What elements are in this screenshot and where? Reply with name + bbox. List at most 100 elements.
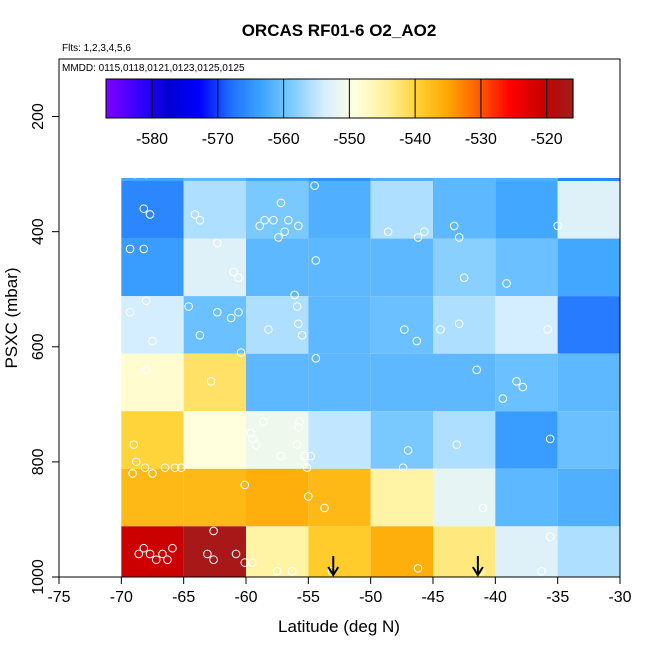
colorbar-segment [369,79,372,118]
colorbar-segment [116,79,120,118]
data-point [236,348,246,357]
x-tick-label: -55 [297,589,320,606]
colorbar-segment [133,79,137,118]
heatmap-cell [246,296,309,354]
data-point [229,267,238,277]
data-point [163,555,172,565]
data-point [545,434,555,444]
data-point [297,330,307,340]
colorbar-segment [224,79,228,118]
colorbar-segment [405,79,409,118]
colorbar-segment [452,79,455,118]
colorbar-segment [305,79,309,118]
x-tick-label: -70 [110,589,133,606]
data-point [311,353,321,363]
colorbar-segment [256,79,260,118]
data-point [502,279,511,288]
heatmap-cell [246,411,309,469]
colorbar-segment [358,79,362,118]
colorbar-segment [233,79,237,118]
colorbar-segment [560,79,563,118]
colorbar-segment [152,79,156,118]
colorbar-segment [377,79,381,118]
colorbar-segment [379,79,383,118]
colorbar-segment [186,79,190,118]
colorbar-segment [428,79,432,118]
data-point [436,325,445,334]
colorbar-segment [517,79,521,118]
colorbar-segment [260,79,264,118]
data-point [134,549,144,559]
data-point [213,238,222,248]
colorbar-segment [314,79,317,118]
colorbar-tick-label: -580 [136,131,168,148]
data-point [478,503,488,513]
x-tick-label: -40 [484,589,507,606]
data-point [130,169,140,179]
colorbar-segment [494,79,498,118]
colorbar-segment [390,79,394,118]
x-axis-label: Latitude (deg N) [278,617,400,636]
colorbar-segment [120,79,124,118]
data-point [302,463,312,472]
colorbar-tick-label: -540 [399,131,431,148]
colorbar-segment [267,79,271,118]
data-point [213,307,222,317]
colorbar-segment [331,79,334,118]
data-point [272,566,282,576]
heatmap-cells [121,178,620,577]
data-point [151,555,161,565]
colorbar-segment [309,79,313,118]
data-point [247,558,257,567]
heatmap-cell [370,411,433,469]
colorbar-segment [154,79,158,118]
colorbar-segment [303,79,307,118]
colorbar-segment [195,79,198,118]
colorbar-segment [564,79,568,118]
colorbar-segment [507,79,510,118]
heatmap-cell [308,353,371,412]
colorbar-segment [483,79,487,118]
colorbar-segment [343,79,347,118]
colorbar-segment [526,79,530,118]
colorbar-segment [445,79,449,118]
data-point [276,198,286,208]
data-point [518,382,528,392]
data-point [454,233,464,242]
data-point [292,302,302,311]
flights-label: Flts: 1,2,3,4,5,6 [62,43,131,54]
colorbar-segment [110,79,113,118]
data-point [209,526,218,536]
colorbar-segment [441,79,445,118]
data-point [498,394,508,403]
colorbar-segment [286,79,290,118]
heatmap-cell [121,296,184,354]
y-tick-label: 400 [30,218,47,245]
colorbar-segment [254,79,258,118]
colorbar-segment [335,79,338,118]
colorbar-segment [473,79,476,118]
colorbar-segment [505,79,508,118]
data-point [264,325,273,334]
data-point [139,543,149,553]
data-point [139,244,149,254]
data-point [139,204,149,213]
heatmap-cell [308,526,371,577]
colorbar-segment [137,79,141,118]
colorbar-segment [471,79,474,118]
heatmap-cell [433,181,496,239]
colorbar-segment [549,79,553,118]
data-point [259,417,268,426]
colorbar-segment [519,79,523,118]
heatmap-cell [370,178,433,182]
data-point [295,417,304,426]
data-point [234,307,243,317]
data-point [158,549,167,559]
data-point [145,210,155,219]
colorbar-segment [176,79,179,118]
data-point [543,325,552,334]
data-point [240,480,250,490]
colorbar-segment [106,79,109,118]
colorbar-segment [203,79,207,118]
heatmap-cell [433,353,496,412]
